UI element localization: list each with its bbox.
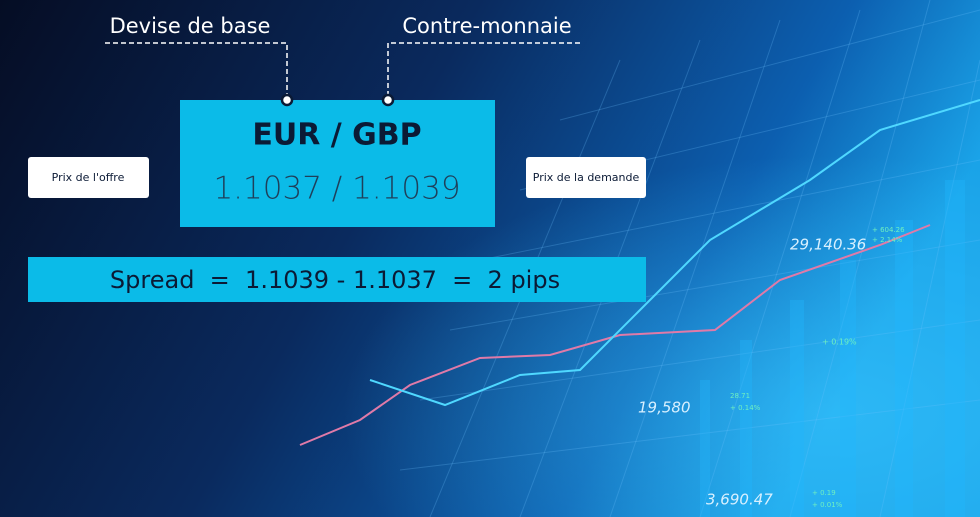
quote-currency-label: Contre-monnaie (402, 14, 571, 38)
figure: + 0.14% (730, 404, 761, 412)
figure: + 0.19% (822, 338, 857, 347)
pink-trend-line (299, 224, 931, 446)
spread-formula: Spread = 1.1039 - 1.1037 = 2 pips (110, 266, 560, 294)
figure: 28.71 (730, 392, 750, 400)
bid-box (28, 157, 149, 198)
pair-quote: 1.1037 / 1.1039 (213, 171, 460, 207)
figure: 29,140.36 (790, 236, 866, 254)
cyan-trend-line (369, 99, 980, 407)
bid-label: Prix de l'offre (52, 171, 125, 184)
connectors (105, 42, 580, 100)
connector-dot (381, 93, 395, 107)
figure: + 0.01% (812, 501, 843, 509)
volume-bars (700, 180, 965, 517)
ask-label: Prix de la demande (533, 171, 640, 184)
figure: + 604.26 (872, 226, 905, 234)
figure: 19,580 (638, 399, 691, 417)
figure: + 0.19 (812, 489, 836, 497)
spread-bar (28, 257, 646, 302)
figure: + 2.14% (872, 236, 903, 244)
pair-title: EUR / GBP (252, 118, 421, 153)
ask-box (526, 157, 646, 198)
figure: 3,690.47 (706, 491, 773, 509)
base-currency-label: Devise de base (110, 14, 271, 38)
connector-dot (280, 93, 294, 107)
grid (399, 0, 980, 517)
pair-box (180, 100, 495, 227)
